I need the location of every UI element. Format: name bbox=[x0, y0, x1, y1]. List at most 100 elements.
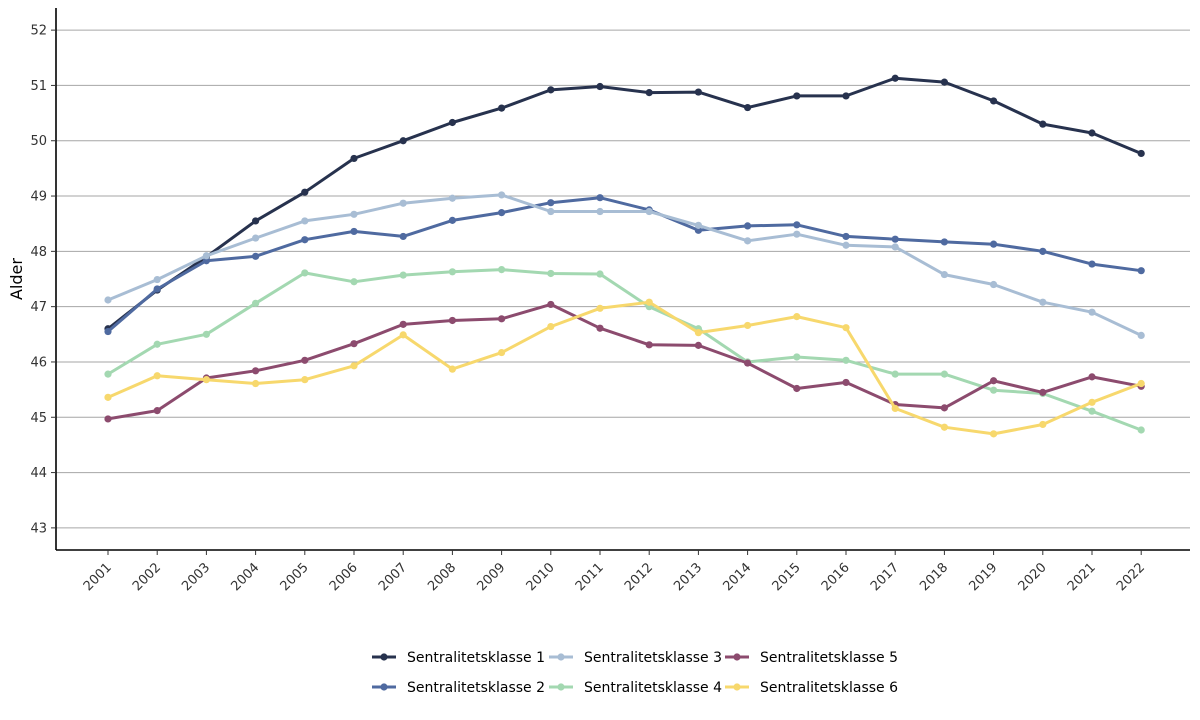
series-4 bbox=[104, 265, 1145, 434]
data-point bbox=[104, 370, 112, 378]
data-point bbox=[694, 329, 703, 337]
series-line bbox=[106, 76, 1143, 331]
data-point bbox=[842, 378, 850, 387]
data-point bbox=[547, 86, 555, 94]
data-point bbox=[940, 78, 949, 86]
legend-item: Sentralitetsklasse 3 bbox=[549, 650, 722, 666]
x-tick-label: 2015 bbox=[770, 560, 804, 594]
legend-label: Sentralitetsklasse 6 bbox=[760, 680, 898, 696]
data-point bbox=[399, 271, 407, 279]
series-line bbox=[106, 302, 1143, 421]
series-2 bbox=[104, 194, 1145, 336]
data-point bbox=[301, 236, 309, 244]
data-point bbox=[547, 322, 555, 331]
data-point bbox=[793, 92, 801, 100]
series-line bbox=[106, 268, 1143, 432]
data-point bbox=[350, 362, 358, 370]
data-point bbox=[399, 232, 407, 241]
y-axis-title: Alder bbox=[7, 258, 26, 300]
data-point bbox=[104, 296, 112, 304]
data-point bbox=[547, 199, 555, 207]
x-tick-label: 2003 bbox=[179, 560, 213, 594]
data-point bbox=[301, 376, 309, 384]
data-point bbox=[793, 313, 801, 321]
y-tick-label: 43 bbox=[30, 521, 47, 536]
data-point bbox=[448, 268, 456, 276]
data-point bbox=[645, 298, 653, 306]
data-point bbox=[1039, 120, 1047, 128]
y-tick-label: 46 bbox=[30, 355, 47, 370]
data-point bbox=[153, 372, 161, 380]
data-point bbox=[350, 278, 358, 286]
data-point bbox=[1137, 149, 1145, 158]
data-point bbox=[891, 404, 899, 413]
y-tick-labels: 43 44 45 46 47 48 49 50 51 52 bbox=[30, 24, 56, 536]
data-point bbox=[1039, 388, 1047, 396]
x-tick-label: 2014 bbox=[720, 560, 754, 594]
data-point bbox=[940, 404, 949, 412]
data-point bbox=[842, 92, 850, 100]
x-tick-label: 2011 bbox=[573, 560, 607, 594]
y-tick-label: 48 bbox=[30, 245, 47, 260]
data-point bbox=[448, 216, 456, 224]
axes bbox=[55, 8, 1190, 551]
data-point bbox=[498, 191, 506, 199]
data-point bbox=[498, 315, 506, 323]
data-point bbox=[596, 324, 604, 332]
data-point bbox=[793, 353, 801, 361]
data-point bbox=[842, 356, 850, 364]
data-point bbox=[940, 423, 949, 431]
data-point bbox=[1088, 398, 1096, 406]
series-3 bbox=[104, 191, 1145, 340]
data-point bbox=[202, 257, 210, 265]
data-point bbox=[645, 341, 653, 349]
data-point bbox=[694, 221, 703, 229]
data-point bbox=[990, 280, 998, 289]
data-point bbox=[153, 285, 161, 293]
data-point bbox=[1039, 420, 1047, 429]
x-tick-label: 2016 bbox=[819, 560, 853, 594]
data-point bbox=[596, 304, 604, 312]
data-point bbox=[153, 407, 161, 415]
y-tick-label: 44 bbox=[30, 466, 47, 481]
data-point bbox=[694, 88, 703, 96]
legend-label: Sentralitetsklasse 4 bbox=[584, 680, 722, 696]
series-6 bbox=[104, 298, 1145, 438]
legend-label: Sentralitetsklasse 3 bbox=[584, 650, 722, 666]
y-tick-label: 52 bbox=[30, 24, 47, 39]
data-point bbox=[547, 269, 555, 278]
data-point bbox=[990, 377, 998, 385]
data-point bbox=[842, 324, 850, 332]
x-tick-label: 2020 bbox=[1016, 560, 1050, 594]
data-point bbox=[940, 270, 949, 279]
data-point bbox=[891, 243, 899, 251]
x-tick-label: 2007 bbox=[376, 560, 410, 594]
data-point bbox=[1088, 308, 1096, 316]
legend-swatch-point bbox=[733, 683, 741, 691]
data-point bbox=[891, 235, 899, 243]
data-point bbox=[202, 330, 210, 338]
x-tick-label: 2001 bbox=[81, 560, 115, 594]
series bbox=[104, 74, 1145, 438]
data-point bbox=[990, 386, 998, 394]
legend-swatch-point bbox=[557, 653, 565, 661]
data-point bbox=[744, 359, 752, 367]
data-point bbox=[1039, 298, 1047, 306]
data-point bbox=[990, 97, 998, 105]
x-tick-label: 2022 bbox=[1114, 560, 1148, 594]
data-point bbox=[1088, 260, 1096, 268]
legend-swatch-point bbox=[733, 653, 741, 661]
x-tick-label: 2004 bbox=[228, 560, 262, 594]
series-line bbox=[106, 196, 1143, 333]
data-point bbox=[1039, 247, 1047, 255]
data-point bbox=[350, 210, 358, 218]
data-point bbox=[448, 365, 456, 373]
data-point bbox=[645, 89, 653, 97]
data-point bbox=[252, 367, 260, 375]
data-point bbox=[940, 238, 949, 246]
data-point bbox=[547, 300, 555, 309]
data-point bbox=[793, 384, 801, 393]
data-point bbox=[252, 379, 260, 388]
data-point bbox=[596, 207, 604, 216]
